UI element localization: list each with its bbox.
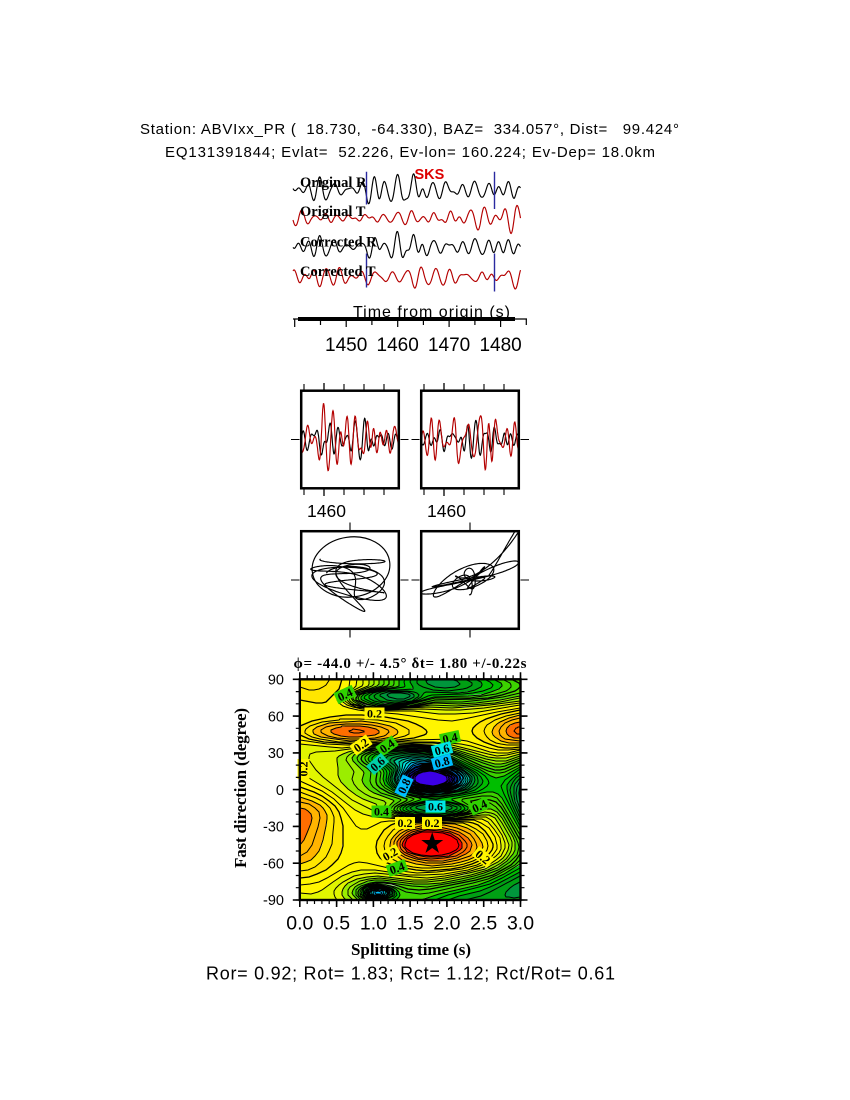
svg-text:SKS: SKS bbox=[415, 167, 445, 183]
svg-text:EQ131391844; Evlat= 52.226, E: EQ131391844; Evlat= 52.226, Ev-lon= 160.… bbox=[165, 144, 655, 161]
svg-text:0.2: 0.2 bbox=[398, 816, 413, 830]
svg-text:1460: 1460 bbox=[427, 501, 466, 521]
svg-text:1480: 1480 bbox=[479, 335, 521, 356]
svg-text:0.5: 0.5 bbox=[323, 913, 350, 935]
svg-text:0.4: 0.4 bbox=[335, 685, 355, 704]
svg-text:Fast direction (degree): Fast direction (degree) bbox=[231, 708, 250, 868]
svg-text:-60: -60 bbox=[263, 856, 284, 872]
svg-text:Ror= 0.92; Rot= 1.83; Rct= 1.1: Ror= 0.92; Rot= 1.83; Rct= 1.12; Rct/Rot… bbox=[206, 964, 615, 984]
svg-text:0.0: 0.0 bbox=[286, 913, 313, 935]
svg-text:Splitting time (s): Splitting time (s) bbox=[351, 940, 471, 959]
svg-text:0.6: 0.6 bbox=[433, 741, 451, 758]
svg-text:0.2: 0.2 bbox=[380, 844, 400, 864]
svg-text:1470: 1470 bbox=[428, 335, 470, 356]
svg-text:0.6: 0.6 bbox=[428, 800, 443, 814]
svg-text:3.0: 3.0 bbox=[507, 913, 534, 935]
svg-text:1450: 1450 bbox=[325, 335, 367, 356]
svg-text:-90: -90 bbox=[263, 893, 284, 909]
svg-text:0.4: 0.4 bbox=[374, 805, 389, 819]
svg-text:-30: -30 bbox=[263, 820, 284, 836]
svg-text:0.4: 0.4 bbox=[470, 797, 490, 816]
svg-text:0.8: 0.8 bbox=[395, 776, 414, 796]
svg-text:60: 60 bbox=[268, 709, 284, 725]
svg-text:ϕ= -44.0 +/- 4.5° δt= 1.80 +/-: ϕ= -44.0 +/- 4.5° δt= 1.80 +/-0.22s bbox=[294, 656, 527, 672]
svg-text:30: 30 bbox=[268, 746, 284, 762]
svg-text:Station: ABVIxx_PR ( 18.730,: Station: ABVIxx_PR ( 18.730, -64.330), B… bbox=[140, 121, 679, 138]
svg-text:2.0: 2.0 bbox=[433, 913, 460, 935]
svg-text:90: 90 bbox=[268, 673, 284, 689]
svg-text:1.5: 1.5 bbox=[397, 913, 424, 935]
svg-text:Corrected R: Corrected R bbox=[300, 235, 377, 251]
svg-text:0.2: 0.2 bbox=[425, 816, 440, 830]
svg-text:Corrected T: Corrected T bbox=[300, 264, 376, 280]
svg-text:Original R: Original R bbox=[300, 175, 367, 191]
svg-text:1460: 1460 bbox=[307, 501, 346, 521]
svg-text:0: 0 bbox=[276, 783, 284, 799]
svg-text:0.8: 0.8 bbox=[433, 753, 451, 770]
svg-text:1460: 1460 bbox=[377, 335, 419, 356]
svg-text:Time from origin (s): Time from origin (s) bbox=[353, 304, 510, 321]
svg-text:2.5: 2.5 bbox=[470, 913, 497, 935]
svg-text:0.4: 0.4 bbox=[388, 859, 407, 877]
svg-text:0.2: 0.2 bbox=[367, 707, 382, 721]
svg-text:Original T: Original T bbox=[300, 204, 366, 220]
svg-text:1.0: 1.0 bbox=[360, 913, 387, 935]
